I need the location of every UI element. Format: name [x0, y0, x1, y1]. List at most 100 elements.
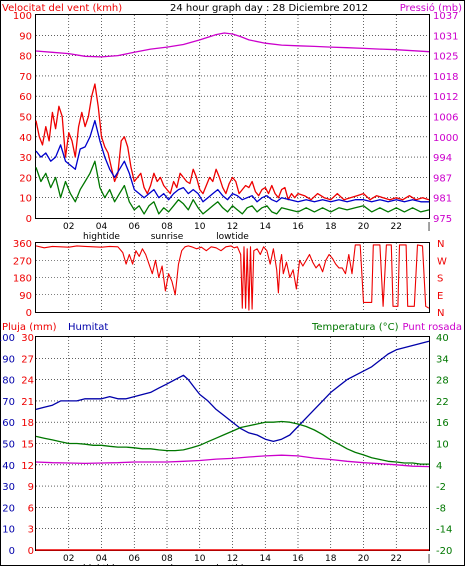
temperature-tick-label: 4 — [436, 461, 442, 472]
x-tick-label: 08 — [161, 554, 173, 564]
pressure-tick-label: 981 — [433, 194, 452, 205]
rain-tick-label: 30 — [21, 333, 34, 344]
marker-label-sunrise: sunrise — [151, 564, 184, 566]
x-tick-label: 14 — [260, 222, 272, 232]
rain-tick-label: 21 — [21, 397, 34, 408]
rain-tick-label: 18 — [21, 418, 34, 429]
wind-tick-label: 80 — [19, 52, 32, 63]
direction-tick-label: 180 — [13, 274, 32, 285]
wind-tick-label: 70 — [19, 72, 32, 83]
rain-tick-label: 3 — [28, 525, 34, 536]
rain-tick-label: 12 — [21, 461, 34, 472]
temperature-axis-label: Temperatura (°C) — [311, 322, 399, 333]
temperature-tick-label: 10 — [436, 440, 449, 451]
humidity-tick-label: 50 — [2, 440, 15, 451]
wind-tick-label: 100 — [13, 11, 32, 22]
x-tick-label: 02 — [63, 554, 74, 564]
x-tick-label: 06 — [129, 222, 141, 232]
rain-tick-label: 27 — [21, 354, 34, 365]
compass-tick-label: N — [437, 239, 444, 250]
pressure-axis-label: Pressió (mb) — [400, 2, 462, 14]
pressure-tick-label: 987 — [433, 173, 452, 184]
x-tick-label: 10 — [194, 222, 206, 232]
pressure-tick-label: 1018 — [433, 72, 458, 83]
rain-tick-label: 6 — [28, 503, 34, 514]
series-line-gust — [35, 83, 430, 201]
x-tick-label: 04 — [96, 554, 108, 564]
temperature-tick-label: 28 — [436, 376, 449, 387]
humidity-tick-label: 0 — [9, 546, 15, 557]
humidity-tick-label: 100 — [0, 333, 15, 344]
rain-tick-label: 24 — [21, 376, 34, 387]
x-tick-label: 16 — [292, 222, 304, 232]
pressure-tick-label: 975 — [433, 214, 452, 225]
x-tick-label: 22 — [391, 554, 402, 564]
temperature-tick-label: 22 — [436, 397, 449, 408]
direction-tick-label: 90 — [19, 291, 32, 302]
x-tick-label: | — [427, 222, 430, 232]
humidity-tick-label: 10 — [2, 525, 15, 536]
direction-tick-label: 270 — [13, 256, 32, 267]
marker-label-hightide: hightide — [83, 564, 120, 566]
compass-tick-label: N — [437, 308, 444, 319]
marker-label-lowtide: lowtide — [216, 564, 249, 566]
wind-tick-label: 60 — [19, 92, 32, 103]
x-tick-label: 12 — [227, 222, 238, 232]
wind-tick-label: 10 — [19, 194, 32, 205]
x-tick-label: | — [427, 554, 430, 564]
x-tick-label: 02 — [63, 222, 74, 232]
series-line-avg — [35, 119, 429, 203]
x-tick-label: 10 — [194, 554, 206, 564]
x-tick-label: 12 — [227, 554, 238, 564]
pressure-tick-label: 1025 — [433, 52, 458, 63]
rain-tick-label: 0 — [28, 546, 34, 557]
x-tick-label: 18 — [325, 554, 337, 564]
humidity-tick-label: 60 — [2, 418, 15, 429]
wind-axis-label: Velocitat del vent (kmh) — [2, 3, 122, 14]
x-tick-label: 08 — [161, 222, 173, 232]
wind-tick-label: 20 — [19, 173, 32, 184]
temperature-tick-label: 34 — [436, 354, 449, 365]
compass-tick-label: E — [437, 291, 443, 302]
temperature-tick-label: -20 — [436, 546, 452, 557]
series-line-pressure — [35, 32, 430, 58]
marker-label-lowtide: lowtide — [216, 232, 249, 242]
pressure-tick-label: 1012 — [433, 92, 458, 103]
pressure-tick-label: 994 — [433, 153, 452, 164]
x-tick-label: 04 — [96, 222, 108, 232]
series-line-dewpoint — [35, 454, 430, 468]
compass-tick-label: W — [437, 256, 447, 267]
humidity-tick-label: 80 — [2, 376, 15, 387]
wind-tick-label: 40 — [19, 133, 32, 144]
series-line-humidity — [35, 340, 430, 443]
x-tick-label: 06 — [129, 554, 141, 564]
wind-tick-label: 30 — [19, 153, 32, 164]
pressure-tick-label: 1031 — [433, 31, 458, 42]
rain-tick-label: 15 — [21, 440, 34, 451]
direction-tick-label: 360 — [13, 239, 32, 250]
temperature-tick-label: 16 — [436, 418, 449, 429]
series-line-direction — [35, 244, 430, 311]
x-tick-label: 20 — [358, 222, 370, 232]
humidity-tick-label: 30 — [2, 482, 15, 493]
humidity-tick-label: 70 — [2, 397, 15, 408]
x-tick-label: 20 — [358, 554, 370, 564]
series-line-min — [35, 160, 430, 215]
temperature-tick-label: 40 — [436, 333, 449, 344]
humidity-tick-label: 20 — [2, 503, 15, 514]
humidity-tick-label: 90 — [2, 354, 15, 365]
pressure-tick-label: 1037 — [433, 11, 458, 22]
marker-label-hightide: hightide — [83, 232, 120, 242]
temperature-tick-label: -8 — [436, 503, 446, 514]
direction-tick-label: 0 — [26, 308, 32, 319]
series-line-temperature — [35, 420, 429, 465]
pressure-tick-label: 1006 — [433, 113, 458, 124]
wind-tick-label: 0 — [26, 214, 32, 225]
humidity-tick-label: 40 — [2, 461, 15, 472]
x-tick-label: 16 — [292, 554, 304, 564]
marker-label-sunrise: sunrise — [151, 232, 184, 242]
dewpoint-axis-label: Punt rosada — [403, 322, 462, 333]
wind-tick-label: 50 — [19, 113, 32, 124]
chart-title: 24 hour graph day : 28 Diciembre 2012 — [170, 3, 368, 14]
